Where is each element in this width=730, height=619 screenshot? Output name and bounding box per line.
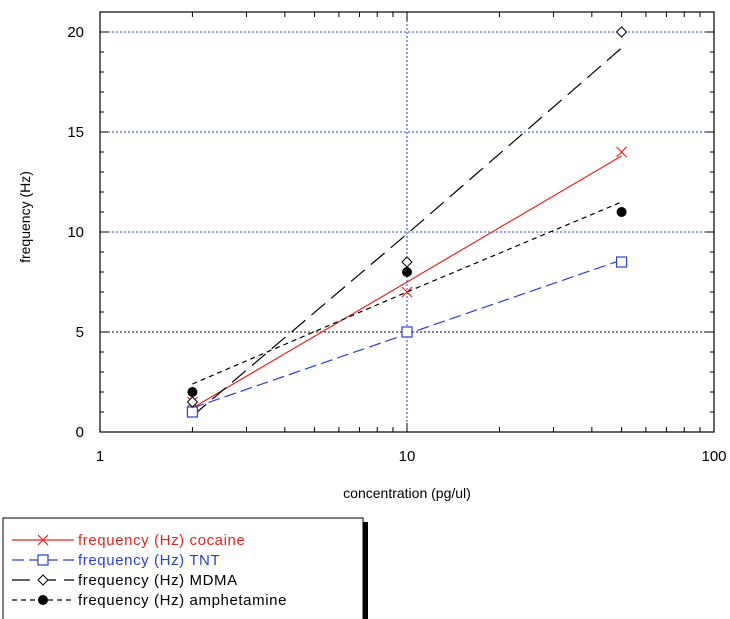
legend-swatch-marker — [37, 534, 49, 546]
data-point — [616, 207, 627, 217]
legend-entry: frequency (Hz) TNT — [78, 552, 220, 569]
fit-line — [192, 201, 622, 385]
x-axis-label: concentration (pg/ul) — [343, 485, 471, 501]
legend-shadow — [363, 522, 368, 619]
data-markers — [186, 26, 628, 418]
legend-swatch-marker — [37, 574, 49, 586]
y-tick-label: 5 — [76, 324, 84, 341]
x-tick-label: 1 — [96, 448, 104, 465]
data-point — [186, 396, 199, 408]
fit-line — [192, 155, 622, 409]
x-tick-label: 10 — [399, 448, 416, 465]
data-point — [615, 256, 628, 268]
data-point — [187, 387, 198, 397]
legend-entry: frequency (Hz) cocaine — [78, 532, 245, 549]
legend: frequency (Hz) cocaine frequency (Hz) TNT… — [2, 517, 368, 619]
legend-entry: frequency (Hz) amphetamine — [78, 592, 287, 609]
data-point — [402, 267, 412, 277]
y-tick-label: 15 — [67, 124, 84, 141]
data-point — [615, 26, 628, 38]
legend-swatch-marker — [38, 595, 48, 605]
data-point — [401, 256, 413, 268]
legend-box — [2, 517, 364, 619]
data-point — [616, 146, 628, 158]
data-point — [401, 326, 413, 338]
x-tick-label: 100 — [701, 448, 726, 465]
grid-lines — [100, 12, 714, 432]
fit-line — [192, 47, 622, 417]
legend-swatch-marker — [37, 554, 49, 566]
y-axis-label: frequency (Hz) — [17, 171, 33, 263]
y-tick-label: 10 — [67, 224, 84, 241]
y-tick-label: 20 — [67, 24, 84, 41]
axis-ticks: 0 5 10 15 20 1 10 100 — [67, 12, 727, 465]
y-tick-label: 0 — [76, 424, 84, 441]
legend-entry: frequency (Hz) MDMA — [78, 572, 238, 589]
data-point — [401, 286, 413, 298]
data-point — [186, 406, 199, 418]
